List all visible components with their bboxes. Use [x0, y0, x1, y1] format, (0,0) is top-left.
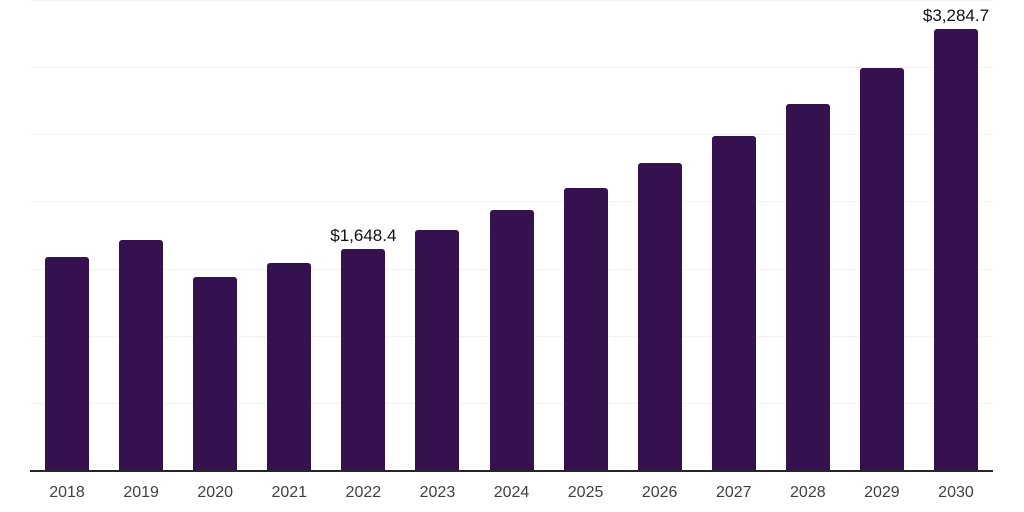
bar-slot-2023	[400, 0, 474, 470]
x-tick-label-2018: 2018	[49, 484, 85, 501]
x-tick-label-2026: 2026	[641, 484, 678, 501]
gridline	[30, 201, 993, 203]
x-axis-labels: 2018 2019 2020 2021 2022 2023 2024 2025 2026 2027…	[30, 484, 993, 502]
x-tick-label-2024: 2024	[493, 484, 530, 501]
bar-slot-2030: $3,284.7	[919, 0, 993, 470]
bar-2024[interactable]	[489, 209, 534, 470]
bar-slot-2029	[845, 0, 919, 470]
bars-layer: $1,648.4 $3,284.7	[30, 0, 993, 470]
bar-slot-2018	[30, 0, 104, 470]
bar-2026[interactable]	[637, 162, 682, 470]
bar-2022[interactable]	[341, 248, 386, 470]
gridline	[30, 134, 993, 136]
x-tick-label-2030: 2030	[938, 484, 974, 501]
bar-slot-2020	[178, 0, 252, 470]
x-tick-label-2029: 2029	[864, 484, 900, 501]
bar-2020[interactable]	[193, 277, 238, 470]
gridline	[30, 67, 993, 69]
bar-2025[interactable]	[563, 188, 608, 470]
bar-slot-2026	[623, 0, 697, 470]
data-label-2022: $1,648.4	[330, 225, 397, 245]
x-tick-label-2022: 2022	[345, 484, 382, 501]
bar-2018[interactable]	[45, 256, 90, 470]
bar-slot-2027	[697, 0, 771, 470]
x-tick-label-2019: 2019	[123, 484, 159, 501]
data-label-2030: $3,284.7	[922, 5, 990, 25]
gridline	[30, 0, 993, 1]
x-tick-label-2020: 2020	[197, 484, 233, 501]
bar-2029[interactable]	[859, 68, 904, 470]
plot-area: $1,648.4 $3,284.7	[30, 0, 993, 472]
x-tick-label-2021: 2021	[271, 484, 308, 501]
x-tick-label-2023: 2023	[419, 484, 456, 501]
bar-slot-2025	[549, 0, 623, 470]
bar-2028[interactable]	[785, 103, 830, 470]
bar-2030[interactable]	[933, 28, 978, 470]
bar-2021[interactable]	[267, 263, 312, 470]
bar-2019[interactable]	[119, 240, 164, 470]
bar-2023[interactable]	[415, 230, 460, 470]
bar-slot-2021	[252, 0, 326, 470]
bar-2027[interactable]	[711, 135, 756, 470]
bar-slot-2022: $1,648.4	[326, 0, 400, 470]
bar-slot-2019	[104, 0, 178, 470]
bar-slot-2024	[474, 0, 548, 470]
x-tick-label-2027: 2027	[715, 484, 752, 501]
bar-slot-2028	[771, 0, 845, 470]
x-tick-label-2028: 2028	[790, 484, 826, 501]
x-tick-label-2025: 2025	[567, 484, 604, 501]
